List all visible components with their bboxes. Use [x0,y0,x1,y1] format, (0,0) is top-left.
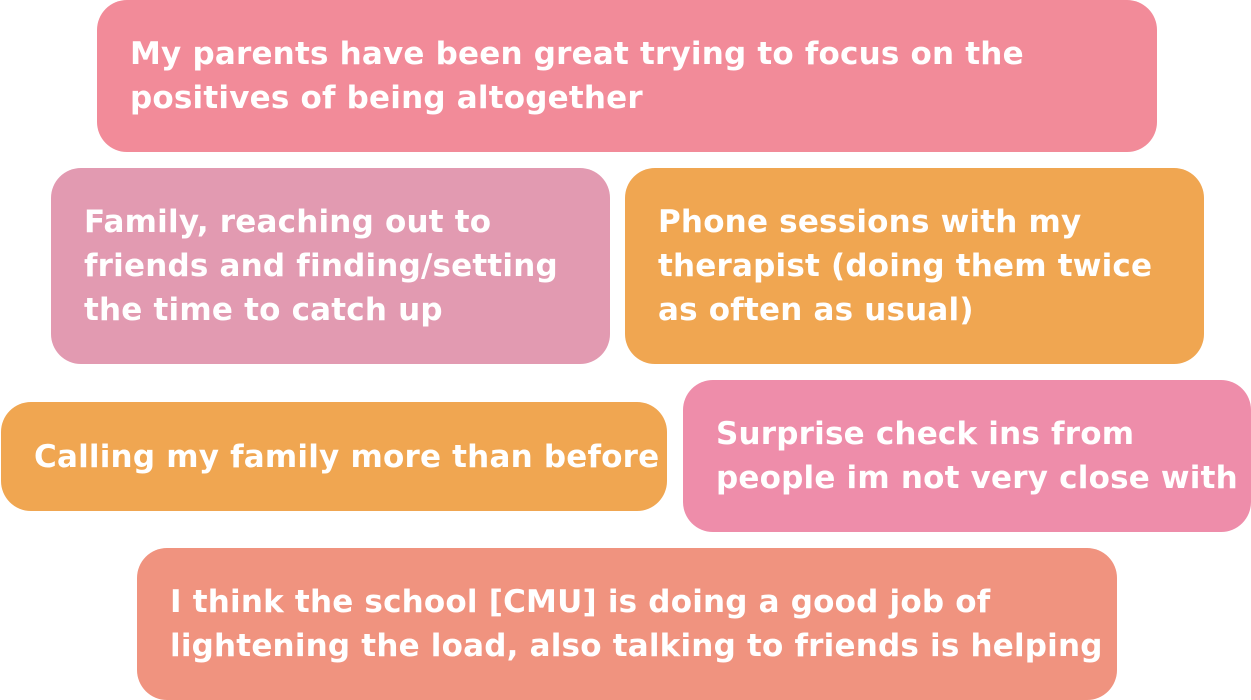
quote-card-family-friends: Family, reaching out to friends and find… [51,168,610,364]
quote-text: Surprise check ins from people im not ve… [716,416,1238,496]
quote-card-school: I think the school [CMU] is doing a good… [137,548,1117,700]
quote-text: Family, reaching out to friends and find… [84,204,558,328]
quote-text: Phone sessions with my therapist (doing … [658,204,1153,328]
quote-text: My parents have been great trying to foc… [130,36,1024,116]
quote-text: Calling my family more than before [34,438,660,475]
quote-card-calling-family: Calling my family more than before [1,402,667,511]
quote-text: I think the school [CMU] is doing a good… [170,584,1103,664]
quote-card-parents: My parents have been great trying to foc… [97,0,1157,152]
quote-card-therapist: Phone sessions with my therapist (doing … [625,168,1204,364]
quote-card-surprise-check-ins: Surprise check ins from people im not ve… [683,380,1251,532]
